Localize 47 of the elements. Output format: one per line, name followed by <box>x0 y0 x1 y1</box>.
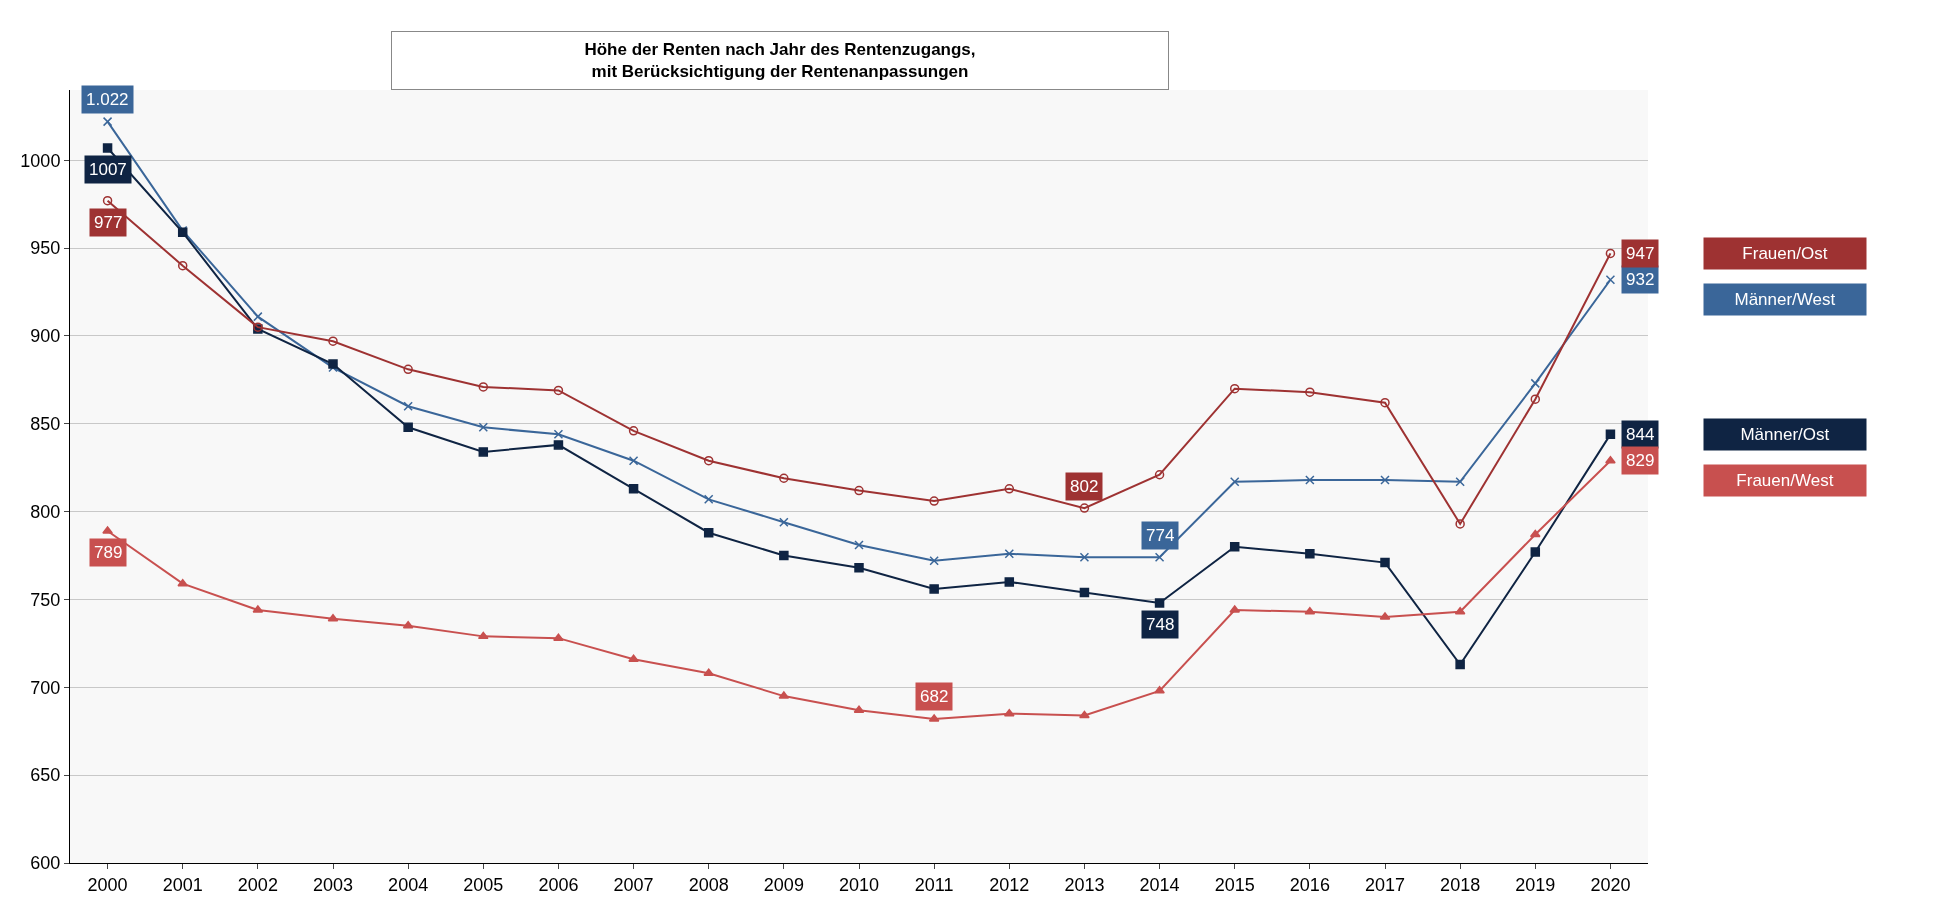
x-tick-label: 2004 <box>388 874 429 895</box>
data-label: 774 <box>1146 526 1175 545</box>
data-label: 1.022 <box>86 90 129 109</box>
data-label: 932 <box>1626 270 1655 289</box>
y-tick-label: 800 <box>30 501 61 522</box>
y-tick-label: 600 <box>30 853 61 874</box>
x-tick-label: 2014 <box>1139 874 1180 895</box>
text: Frauen/Ost <box>1742 244 1828 263</box>
y-tick-label: 1000 <box>20 150 61 171</box>
x-tick-label: 2003 <box>312 874 354 895</box>
y-tick-label: 950 <box>30 238 61 259</box>
text: Männer/Ost <box>1740 425 1830 444</box>
text: Frauen/West <box>1736 471 1834 490</box>
x-tick-label: 2002 <box>237 874 278 895</box>
text: Männer/West <box>1734 290 1836 309</box>
data-label: 977 <box>94 213 123 232</box>
x-tick-label: 2012 <box>989 874 1030 895</box>
x-tick-label: 2010 <box>838 874 880 895</box>
x-tick-label: 2009 <box>763 874 804 895</box>
data-label: 802 <box>1070 477 1099 496</box>
data-label: 829 <box>1626 451 1655 470</box>
chart-title: Höhe der Renten nach Jahr des Rentenzugangs, mit Berücksichtigung der Rentenanpassungen <box>584 40 976 82</box>
x-tick-label: 2011 <box>914 874 954 895</box>
x-tick-label: 2007 <box>613 874 654 895</box>
y-tick-label: 700 <box>30 677 61 698</box>
x-tick-label: 2019 <box>1515 874 1556 895</box>
x-tick-label: 2020 <box>1590 874 1631 895</box>
x-tick-label: 2017 <box>1364 874 1406 895</box>
y-tick-label: 750 <box>30 589 61 610</box>
data-label: 682 <box>920 687 949 706</box>
y-tick-label: 650 <box>30 765 61 786</box>
data-label: 748 <box>1146 615 1175 634</box>
data-label: 1007 <box>89 160 127 179</box>
x-tick-label: 2018 <box>1440 874 1481 895</box>
x-tick-label: 2008 <box>688 874 729 895</box>
y-tick-label: 900 <box>30 326 61 347</box>
y-tick-label: 850 <box>30 414 61 435</box>
x-tick-label: 2001 <box>162 874 203 895</box>
x-tick-label: 2015 <box>1214 874 1255 895</box>
data-label: 844 <box>1626 425 1655 444</box>
data-label: 947 <box>1626 244 1655 263</box>
x-tick-label: 2005 <box>463 874 504 895</box>
x-tick-label: 2013 <box>1064 874 1105 895</box>
x-tick-label: 2016 <box>1289 874 1330 895</box>
x-tick-label: 2000 <box>87 874 128 895</box>
data-label: 789 <box>94 543 123 562</box>
x-tick-label: 2006 <box>538 874 579 895</box>
